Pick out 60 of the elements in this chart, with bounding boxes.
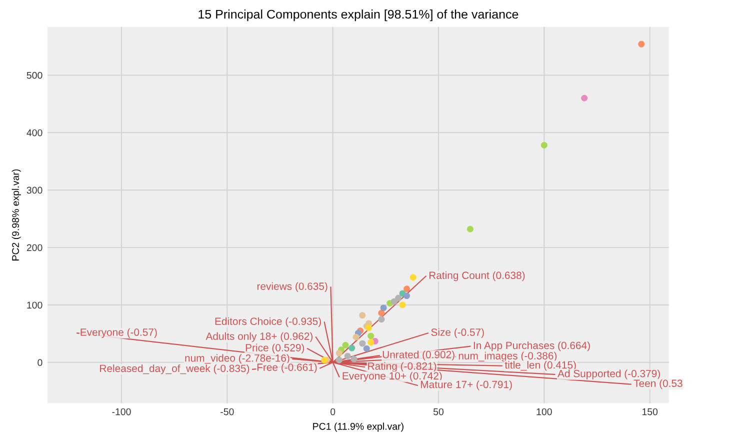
point — [410, 274, 416, 281]
x-tick-label: -50 — [220, 408, 234, 416]
annotation: Released_day_of_week (-0.835) — [100, 364, 250, 374]
y-tick-label: 0 — [38, 359, 42, 366]
annotation: reviews (0.635) — [257, 282, 328, 292]
point — [344, 352, 351, 360]
point — [363, 345, 370, 352]
annotation: Adults only 18+ (0.962) — [206, 332, 313, 342]
point — [390, 298, 398, 305]
x-tick-label: 0 — [330, 408, 336, 416]
y-tick-label: 100 — [27, 302, 42, 309]
point — [366, 324, 372, 332]
annotation: Ad Supported (-0.379) — [558, 370, 660, 380]
annotation: In App Purchases (0.664) — [474, 341, 590, 352]
point — [395, 294, 402, 302]
y-tick-label: 300 — [26, 186, 42, 194]
point — [342, 342, 349, 348]
y-tick-label: 200 — [26, 244, 42, 252]
chart-title: 15 Principal Components explain [98.51%] of the variance — [198, 9, 518, 22]
point — [336, 350, 342, 356]
annotation: Everyone (-0.57) — [80, 328, 157, 338]
x-axis-title: PC1 (11.9% expl.var) — [313, 422, 404, 432]
point — [581, 94, 588, 102]
y-axis-title: PC2 (9.98% expl.var) — [12, 169, 21, 260]
annotation: Size (-0.57) — [431, 328, 484, 338]
point — [404, 292, 410, 300]
point — [350, 356, 358, 362]
point — [378, 310, 385, 316]
point — [378, 316, 385, 323]
point — [368, 339, 374, 346]
annotation: Everyone 10+ (0.742) — [342, 372, 442, 382]
point — [359, 340, 366, 347]
y-tick-label: 400 — [26, 129, 42, 136]
x-tick-label: 150 — [642, 408, 658, 416]
annotation: Free (-0.661) — [257, 363, 317, 374]
x-tick-label: 100 — [536, 408, 552, 416]
point — [404, 286, 410, 292]
point — [352, 334, 360, 340]
annotation: Price (0.529) — [246, 344, 304, 354]
annotation: Editors Choice (-0.935) — [215, 317, 321, 328]
point — [399, 302, 406, 308]
x-tick-label: -100 — [112, 408, 131, 416]
annotation: Unrated (0.902) — [382, 350, 454, 360]
annotation: num_images (-0.386) — [458, 352, 557, 362]
point — [380, 304, 387, 312]
point — [359, 312, 366, 319]
annotation: Mature 17+ (-0.791) — [421, 380, 512, 390]
annotation: Teen (0.53 — [634, 379, 682, 390]
x-tick-label: 50 — [433, 408, 444, 416]
point — [540, 142, 548, 148]
point — [368, 332, 374, 340]
annotation: Rating (-0.821) — [368, 362, 436, 372]
annotation: Rating Count (0.638) — [429, 271, 525, 282]
y-tick-label: 500 — [26, 72, 42, 79]
point — [348, 344, 356, 352]
annotation: title_len (0.415) — [504, 361, 576, 371]
point — [336, 356, 342, 364]
point — [638, 40, 645, 48]
point — [466, 226, 474, 232]
annotation: num_video (-2.78e-16) — [185, 354, 290, 364]
